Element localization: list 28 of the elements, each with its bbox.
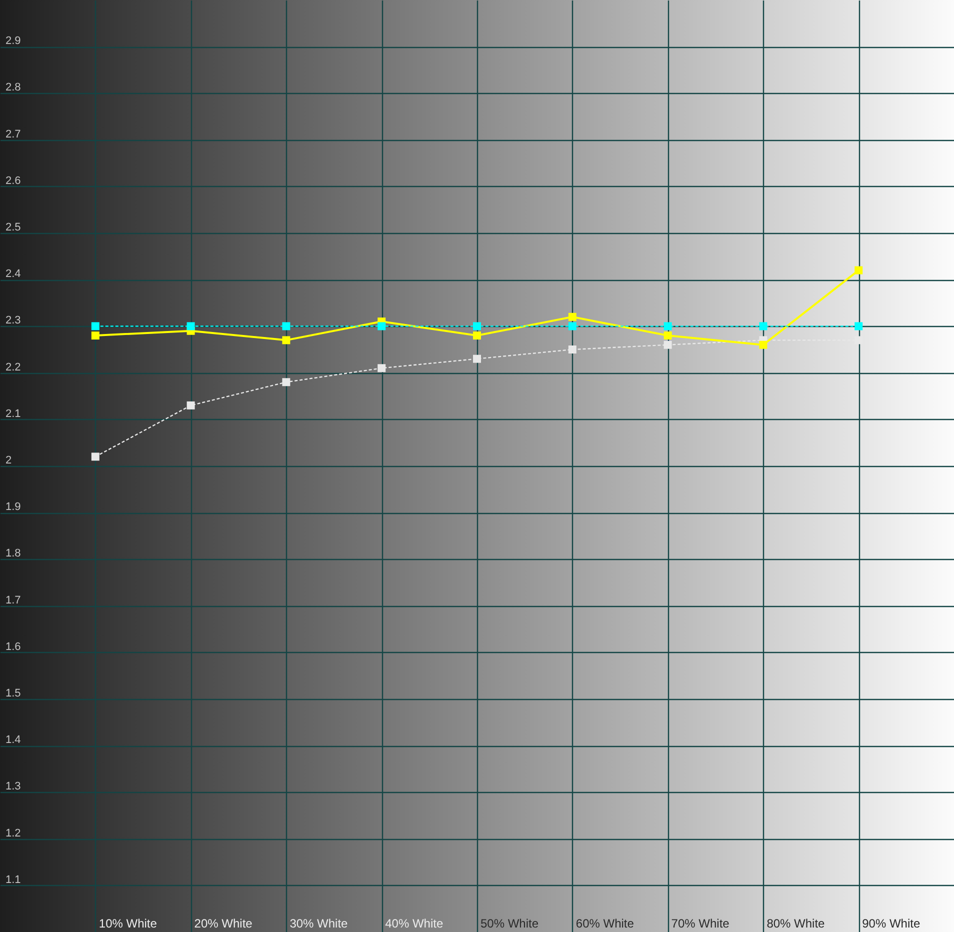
y-tick-label: 1.5 — [6, 688, 21, 700]
y-tick-label: 2.5 — [6, 222, 21, 234]
y-tick-label: 1.2 — [6, 827, 21, 840]
y-tick-label: 1.8 — [6, 548, 21, 560]
x-tick-label: 90% White — [862, 916, 920, 930]
y-tick-label: 2.1 — [6, 408, 21, 420]
y-tick-label: 1.4 — [6, 734, 21, 746]
y-tick-label: 1.1 — [6, 874, 21, 886]
y-tick-label: 2.4 — [6, 268, 21, 280]
x-tick-label: 20% White — [194, 916, 253, 930]
x-tick-label: 40% White — [385, 916, 444, 930]
x-tick-label: 10% White — [98, 916, 158, 930]
x-tick-label: 80% White — [766, 916, 826, 930]
y-tick-label: 2.7 — [6, 128, 21, 140]
y-tick-label: 2 — [6, 454, 12, 466]
y-tick-label: 2.8 — [6, 82, 21, 94]
x-tick-label: 30% White — [290, 916, 348, 930]
y-tick-label: 1.7 — [6, 594, 21, 606]
y-tick-label: 1.6 — [6, 640, 21, 653]
y-tick-label: 2.9 — [6, 35, 21, 48]
x-tick-label: 60% White — [576, 916, 634, 930]
y-tick-label: 2.2 — [6, 361, 21, 374]
x-tick-label: 50% White — [480, 916, 539, 930]
y-tick-label: 2.3 — [6, 314, 21, 327]
y-tick-label: 2.6 — [6, 174, 21, 187]
y-tick-label: 1.3 — [6, 780, 21, 793]
y-tick-label: 1.9 — [6, 501, 21, 514]
x-tick-label: 70% White — [671, 916, 730, 930]
